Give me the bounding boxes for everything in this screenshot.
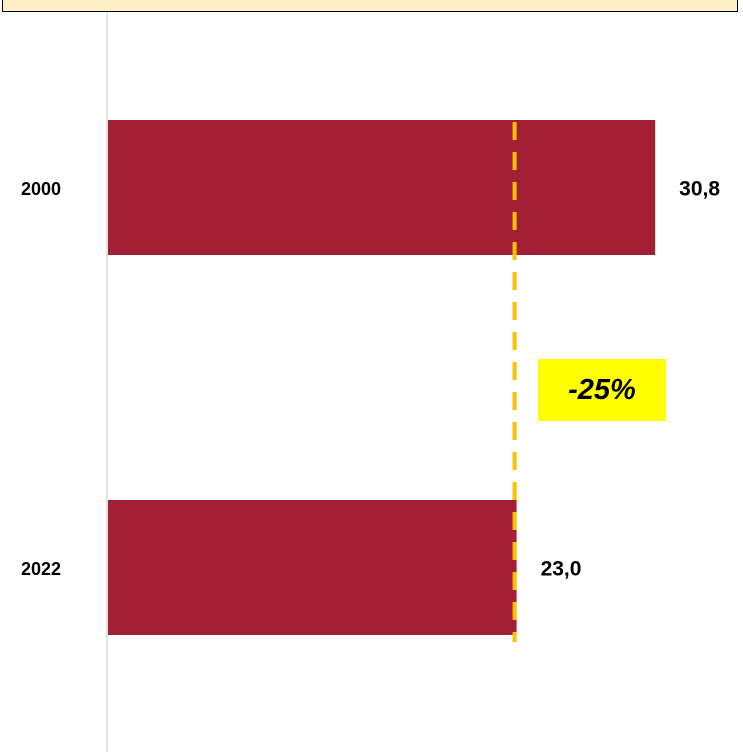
bar-2000 bbox=[108, 120, 656, 255]
category-label-2022: 2022 bbox=[21, 559, 61, 579]
bars-group bbox=[108, 120, 656, 635]
value-label-2000: 30,8 bbox=[679, 178, 720, 201]
chart-title-box bbox=[2, 0, 738, 12]
change-badge: -25% bbox=[538, 359, 666, 421]
value-label-2022: 23,0 bbox=[541, 558, 582, 581]
category-label-2000: 2000 bbox=[21, 179, 61, 199]
bar-2022 bbox=[108, 500, 517, 635]
labels-group: 2000 30,8 2022 23,0 bbox=[21, 178, 720, 581]
